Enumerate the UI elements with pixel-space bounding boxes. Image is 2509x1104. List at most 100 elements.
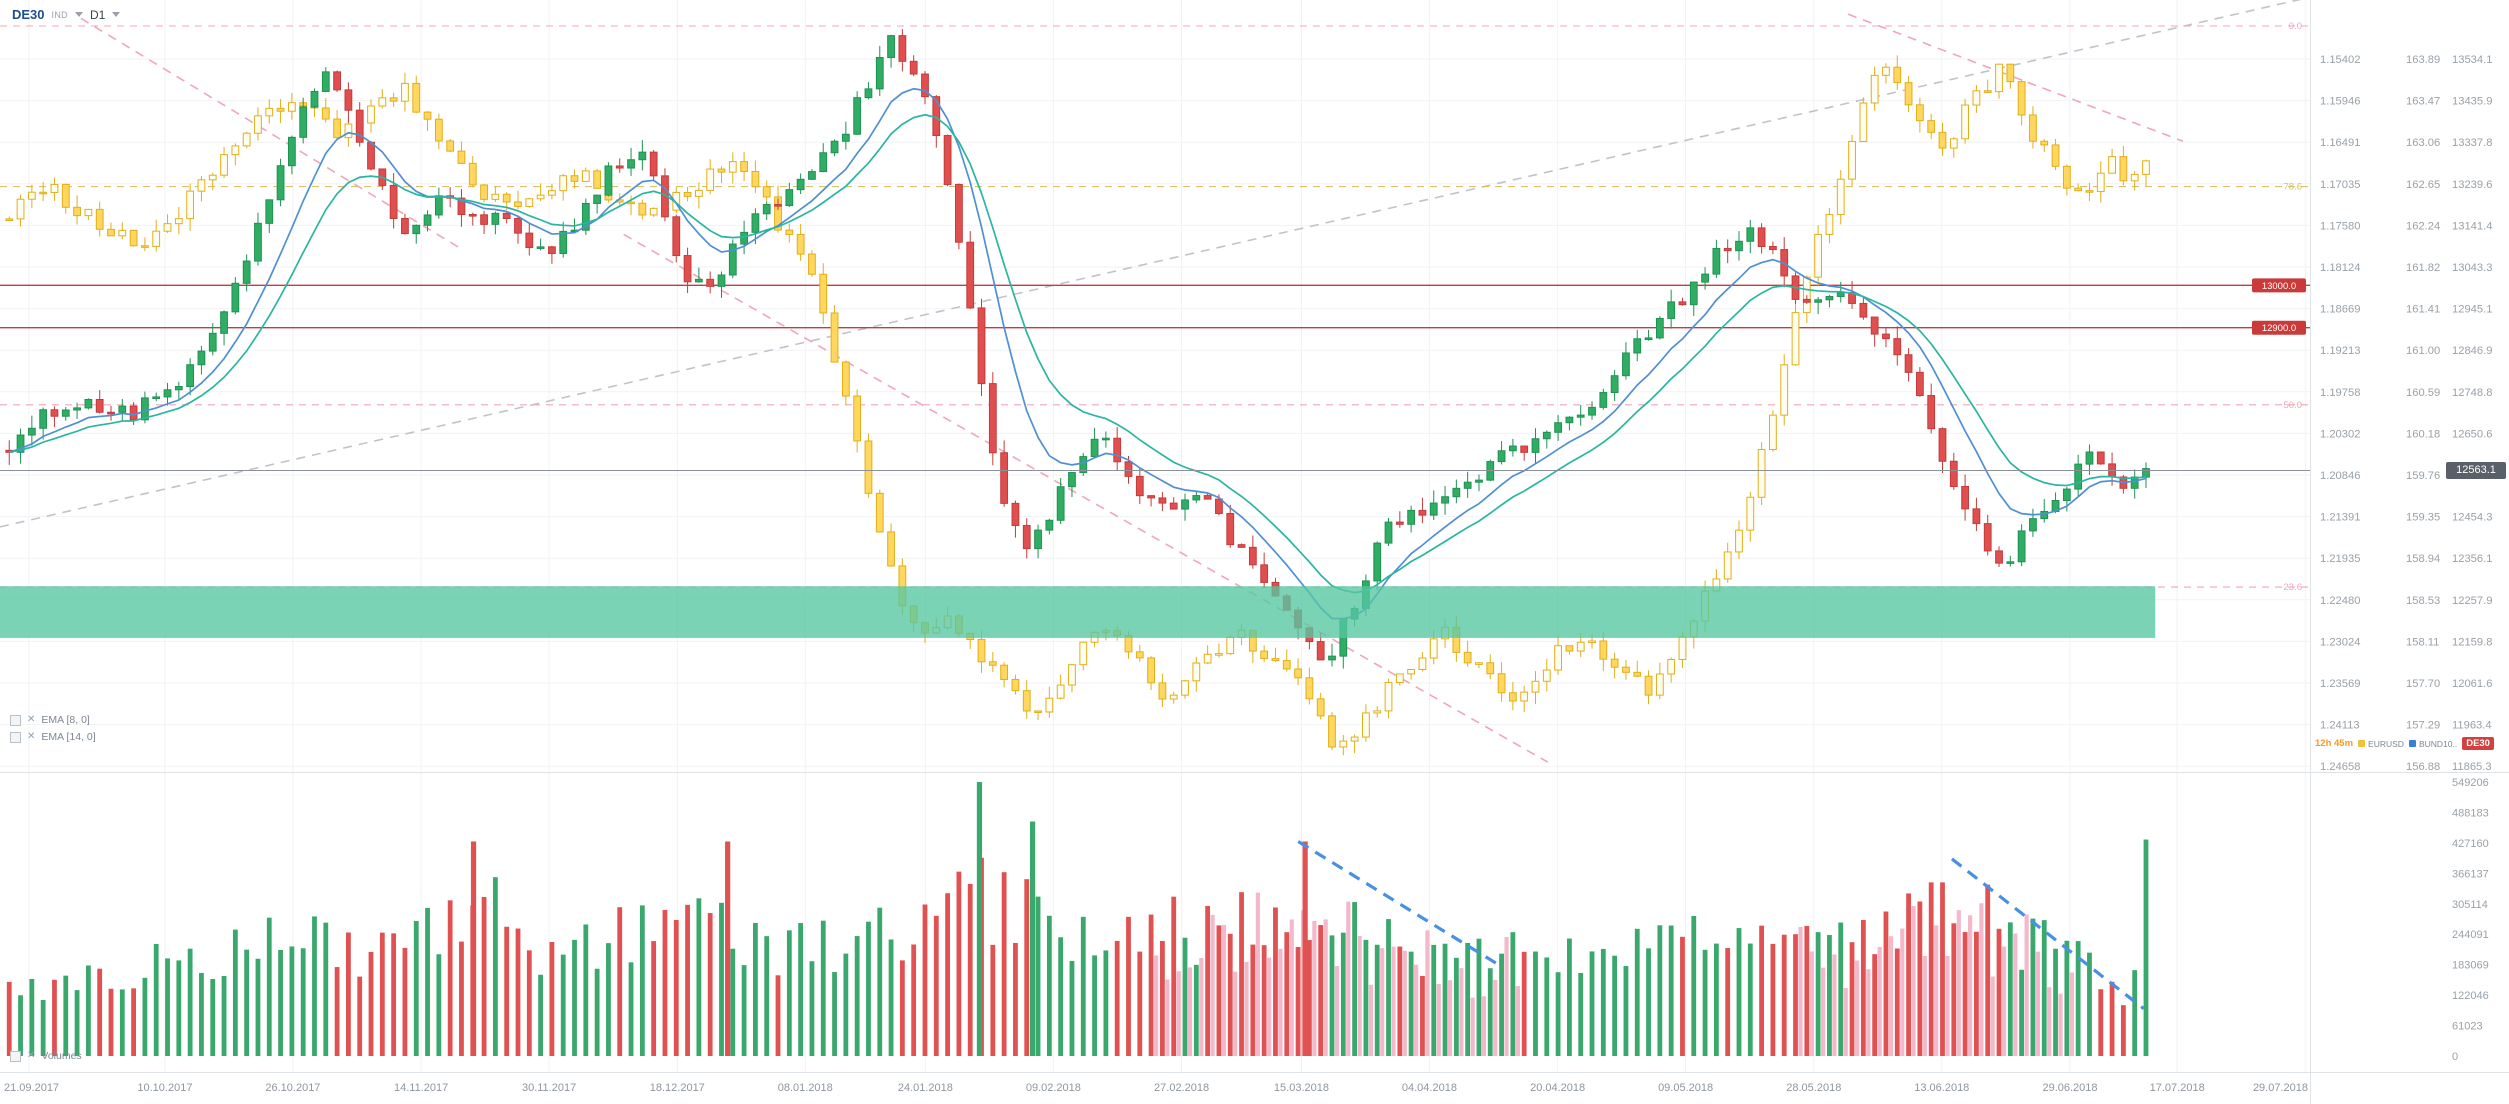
ema-14-line xyxy=(9,113,2147,594)
volume-axis-labels: 549206 488183 427160 366137 305114 244091 1830… xyxy=(2452,777,2489,1063)
svg-text:12846.9: 12846.9 xyxy=(2452,345,2492,357)
svg-text:157.29: 157.29 xyxy=(2406,720,2440,732)
svg-text:1.22480: 1.22480 xyxy=(2320,595,2360,607)
svg-text:13043.3: 13043.3 xyxy=(2452,262,2492,274)
svg-text:13435.9: 13435.9 xyxy=(2452,96,2492,108)
price-axis-labels: 1.15402 163.89 13534.1 1.15946 163.47 13435.9… xyxy=(2320,54,2492,773)
remove-indicator-icon[interactable]: ✕ xyxy=(27,731,36,742)
svg-text:1.15946: 1.15946 xyxy=(2320,96,2360,108)
svg-text:14.11.2017: 14.11.2017 xyxy=(394,1082,448,1094)
svg-text:183069: 183069 xyxy=(2452,960,2489,972)
volume-trendlines xyxy=(1297,840,2145,1010)
svg-text:12454.3: 12454.3 xyxy=(2452,512,2492,524)
active-symbol-badge[interactable]: DE30 xyxy=(2462,737,2494,750)
level-badges: 13000.0 12900.0 0.0 78.6 50.0 23.6 xyxy=(2252,21,2306,593)
indicator-label: EMA [14, 0] xyxy=(41,731,96,743)
svg-text:159.76: 159.76 xyxy=(2406,470,2440,482)
eurusd-candles xyxy=(5,55,2150,756)
indicator-chart-icon xyxy=(10,1050,21,1062)
svg-text:13000.0: 13000.0 xyxy=(2262,281,2296,292)
svg-text:1.23569: 1.23569 xyxy=(2320,678,2360,690)
svg-text:159.35: 159.35 xyxy=(2406,512,2440,524)
svg-text:23.6: 23.6 xyxy=(2284,582,2303,593)
ema-8-line xyxy=(8,87,2147,620)
indicator-legend-ema14[interactable]: ✕ EMA [14, 0] xyxy=(10,731,96,743)
svg-text:09.05.2018: 09.05.2018 xyxy=(1658,1082,1713,1094)
svg-text:162.65: 162.65 xyxy=(2406,179,2440,191)
svg-text:12900.0: 12900.0 xyxy=(2262,323,2296,334)
svg-text:17.07.2018: 17.07.2018 xyxy=(2150,1082,2205,1094)
svg-text:12061.6: 12061.6 xyxy=(2452,678,2492,690)
svg-text:13239.6: 13239.6 xyxy=(2452,179,2492,191)
svg-text:1.18669: 1.18669 xyxy=(2320,304,2360,316)
svg-text:1.17580: 1.17580 xyxy=(2320,220,2360,232)
symbol-name[interactable]: DE30 xyxy=(12,7,45,22)
legend-eurusd[interactable]: EURUSD xyxy=(2358,739,2404,749)
svg-text:163.47: 163.47 xyxy=(2406,96,2440,108)
svg-text:13337.8: 13337.8 xyxy=(2452,137,2492,149)
chevron-down-icon[interactable] xyxy=(112,12,121,17)
svg-text:12945.1: 12945.1 xyxy=(2452,304,2492,316)
svg-text:24.01.2018: 24.01.2018 xyxy=(898,1082,953,1094)
current-price-badge: 12563.1 xyxy=(2446,461,2506,479)
svg-text:122046: 122046 xyxy=(2452,990,2489,1002)
indicator-legend-ema8[interactable]: ✕ EMA [8, 0] xyxy=(10,714,90,726)
svg-text:12748.8: 12748.8 xyxy=(2452,387,2492,399)
svg-text:04.04.2018: 04.04.2018 xyxy=(1402,1082,1457,1094)
svg-text:161.82: 161.82 xyxy=(2406,262,2440,274)
svg-text:161.41: 161.41 xyxy=(2406,304,2440,316)
svg-text:1.17035: 1.17035 xyxy=(2320,179,2360,191)
svg-text:29.06.2018: 29.06.2018 xyxy=(2042,1082,2097,1094)
svg-text:305114: 305114 xyxy=(2452,899,2488,911)
trendlines xyxy=(0,0,2302,763)
svg-text:158.11: 158.11 xyxy=(2406,636,2439,648)
indicator-label: EMA [8, 0] xyxy=(41,714,90,726)
svg-text:28.05.2018: 28.05.2018 xyxy=(1786,1082,1841,1094)
svg-text:488183: 488183 xyxy=(2452,807,2489,819)
svg-text:0: 0 xyxy=(2452,1051,2458,1063)
svg-text:30.11.2017: 30.11.2017 xyxy=(522,1082,576,1094)
indicator-chart-icon xyxy=(10,731,21,743)
svg-text:12257.9: 12257.9 xyxy=(2452,595,2492,607)
svg-text:160.59: 160.59 xyxy=(2406,387,2440,399)
svg-text:161.00: 161.00 xyxy=(2406,345,2440,357)
svg-text:27.02.2018: 27.02.2018 xyxy=(1154,1082,1209,1094)
support-zone xyxy=(0,586,2156,638)
svg-text:1.19213: 1.19213 xyxy=(2320,345,2360,357)
svg-text:10.10.2017: 10.10.2017 xyxy=(137,1082,192,1094)
svg-text:12356.1: 12356.1 xyxy=(2452,553,2492,565)
svg-text:1.15402: 1.15402 xyxy=(2320,54,2360,66)
legend-eurusd-label: EURUSD xyxy=(2368,738,2404,749)
symbol-header: DE30 IND D1 xyxy=(12,7,121,22)
volume-bars xyxy=(6,782,2149,1056)
svg-text:1.23024: 1.23024 xyxy=(2320,636,2360,648)
svg-text:244091: 244091 xyxy=(2452,929,2489,941)
resistance-lines xyxy=(0,284,2310,329)
horizontal-gridlines xyxy=(0,58,2310,767)
legend-bund10[interactable]: BUND10.. xyxy=(2408,739,2457,749)
svg-text:1.20846: 1.20846 xyxy=(2320,470,2360,482)
main-panel xyxy=(0,0,2310,763)
instrument-type: IND xyxy=(51,9,68,20)
svg-text:0.0: 0.0 xyxy=(2289,21,2302,32)
timeframe-selector[interactable]: D1 xyxy=(89,7,106,22)
svg-text:08.01.2018: 08.01.2018 xyxy=(778,1082,833,1094)
svg-text:12650.6: 12650.6 xyxy=(2452,428,2492,440)
svg-text:1.24658: 1.24658 xyxy=(2320,761,2360,773)
chevron-down-icon[interactable] xyxy=(74,12,83,17)
remove-indicator-icon[interactable]: ✕ xyxy=(27,1050,36,1061)
instrument-legend-row: 12h 45m EURUSD BUND10.. DE30 xyxy=(2315,737,2507,750)
svg-text:26.10.2017: 26.10.2017 xyxy=(265,1082,320,1094)
svg-text:18.12.2017: 18.12.2017 xyxy=(650,1082,705,1094)
remove-indicator-icon[interactable]: ✕ xyxy=(27,714,36,725)
svg-text:29.07.2018: 29.07.2018 xyxy=(2253,1082,2308,1094)
svg-text:160.18: 160.18 xyxy=(2406,428,2440,440)
svg-text:1.18124: 1.18124 xyxy=(2320,262,2360,274)
svg-text:158.94: 158.94 xyxy=(2406,553,2440,565)
indicator-legend-volumes[interactable]: ✕ Volumes xyxy=(10,1050,82,1062)
indicator-label: Volumes xyxy=(41,1050,82,1062)
svg-text:1.21391: 1.21391 xyxy=(2320,512,2360,524)
